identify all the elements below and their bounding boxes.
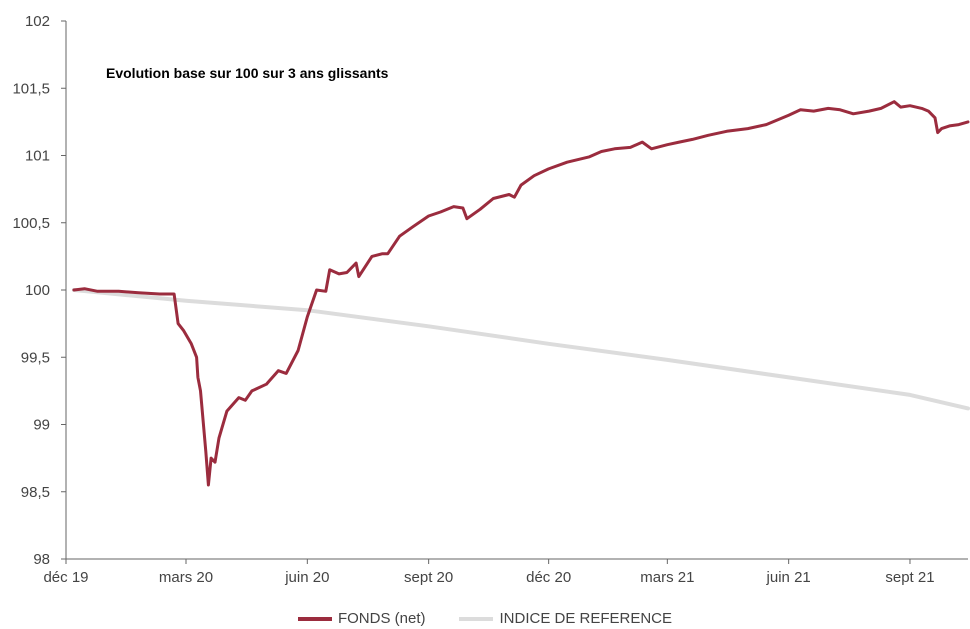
legend-label-fonds: FONDS (net) bbox=[337, 610, 426, 627]
legend-label-indice: INDICE DE REFERENCE bbox=[499, 610, 673, 627]
y-tick-label: 100 bbox=[25, 282, 50, 299]
y-tick-label: 98,5 bbox=[21, 484, 50, 501]
series-line-fonds bbox=[72, 100, 970, 487]
chart-title: Evolution base sur 100 sur 3 ans glissan… bbox=[106, 65, 389, 81]
series-layer bbox=[71, 100, 970, 487]
y-tick-label: 99 bbox=[33, 417, 50, 434]
x-tick-label: mars 21 bbox=[640, 569, 694, 586]
x-tick-label: déc 19 bbox=[43, 569, 88, 586]
x-tick-label: juin 20 bbox=[284, 569, 329, 586]
y-tick-label: 102 bbox=[25, 13, 50, 30]
y-tick-label: 99,5 bbox=[21, 349, 50, 366]
legend: FONDS (net) INDICE DE REFERENCE bbox=[0, 610, 970, 627]
legend-item-fonds: FONDS (net) bbox=[297, 610, 426, 627]
y-tick-label: 98 bbox=[33, 551, 50, 568]
legend-item-indice: INDICE DE REFERENCE bbox=[459, 610, 672, 627]
x-axis: déc 19 mars 20 juin 20 sept 20 déc 20 mars 21… bbox=[43, 558, 968, 586]
series-line-indice bbox=[71, 288, 970, 411]
x-tick-label: mars 20 bbox=[159, 569, 213, 586]
x-tick-label: sept 20 bbox=[404, 569, 453, 586]
x-tick-label: déc 20 bbox=[526, 569, 571, 586]
y-tick-label: 101,5 bbox=[12, 80, 50, 97]
legend-swatch-indice bbox=[459, 616, 494, 621]
y-tick-label: 100,5 bbox=[12, 215, 50, 232]
y-axis: 98 98,5 99 99,5 100 100,5 101 101,5 102 bbox=[12, 13, 67, 568]
x-tick-label: juin 21 bbox=[766, 569, 811, 586]
y-tick-label: 101 bbox=[25, 148, 50, 165]
x-tick-label: sept 21 bbox=[885, 569, 934, 586]
legend-swatch-fonds bbox=[297, 616, 332, 621]
